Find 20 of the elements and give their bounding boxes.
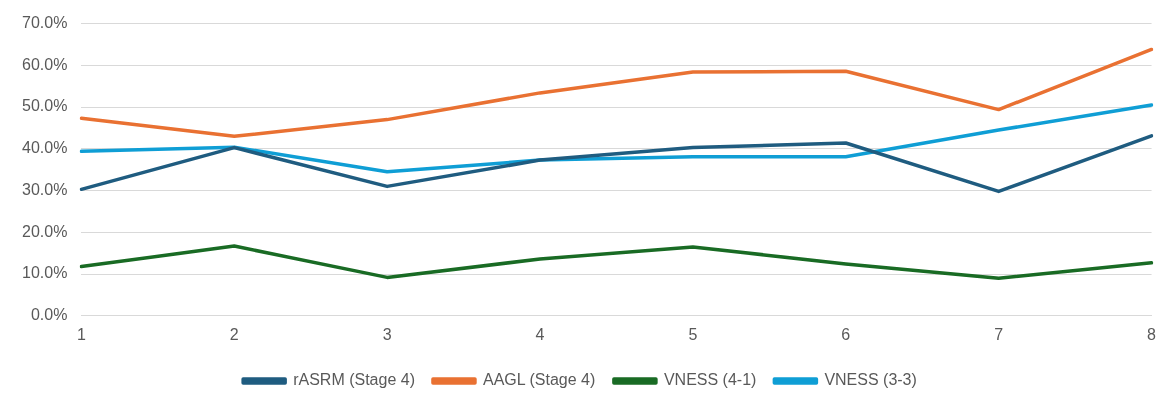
y-tick-label: 60.0% bbox=[21, 55, 68, 73]
x-tick-label: 6 bbox=[841, 325, 851, 343]
legend-label: VNESS (4-1) bbox=[663, 371, 757, 389]
y-tick-label: 20.0% bbox=[21, 222, 68, 240]
x-tick-label: 7 bbox=[994, 325, 1004, 343]
y-tick-label: 0.0% bbox=[30, 306, 68, 324]
y-tick-label: 30.0% bbox=[21, 180, 68, 198]
x-tick-label: 1 bbox=[76, 325, 86, 343]
x-tick-label: 8 bbox=[1147, 325, 1157, 343]
x-tick-label: 3 bbox=[382, 325, 392, 343]
x-tick-label: 5 bbox=[688, 325, 698, 343]
x-tick-label: 4 bbox=[535, 325, 545, 343]
y-tick-label: 70.0% bbox=[21, 14, 68, 32]
y-tick-label: 50.0% bbox=[21, 97, 68, 115]
x-tick-label: 2 bbox=[229, 325, 239, 343]
y-tick-label: 40.0% bbox=[21, 139, 68, 157]
y-tick-label: 10.0% bbox=[21, 264, 68, 282]
legend-label: AAGL (Stage 4) bbox=[482, 371, 596, 389]
legend-label: rASRM (Stage 4) bbox=[293, 371, 415, 389]
legend-label: VNESS (3-3) bbox=[824, 371, 917, 389]
